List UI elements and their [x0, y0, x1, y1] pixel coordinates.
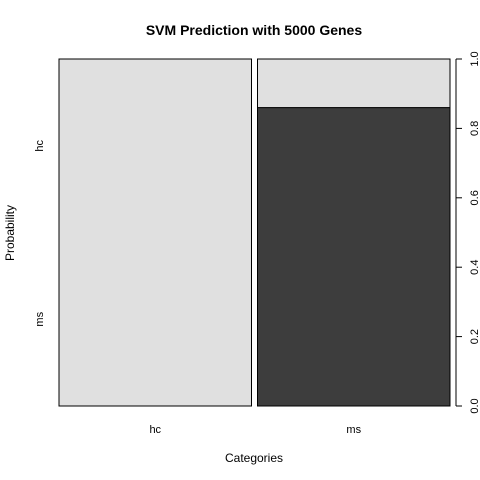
y-axis-label: Probability: [3, 205, 17, 261]
bars-group: [58, 58, 451, 407]
right-axis: 0.0 0.2 0.4 0.6 0.8 1.0: [455, 51, 480, 414]
right-axis-tick-label: 0.8: [469, 121, 480, 136]
y-level-labels: ms hc: [34, 139, 46, 326]
right-axis-tick-label: 0.2: [469, 329, 480, 344]
right-axis-tick-label: 0.6: [469, 190, 480, 205]
bar-segment-ms-hc: [257, 58, 451, 109]
bar-segment-hc-hc: [58, 58, 252, 407]
bar-segment-ms-ms: [257, 107, 451, 407]
chart-title: SVM Prediction with 5000 Genes: [146, 22, 363, 38]
right-axis-tick-label: 0.4: [469, 260, 480, 275]
x-axis-label: Categories: [225, 451, 283, 465]
y-level-label-ms: ms: [34, 311, 46, 326]
x-category-label-hc: hc: [149, 424, 161, 436]
x-category-labels: hc ms: [149, 424, 361, 436]
y-level-label-hc: hc: [34, 139, 46, 151]
right-axis-tick-label: 1.0: [469, 51, 480, 66]
right-axis-tick-label: 0.0: [469, 398, 480, 413]
x-category-label-ms: ms: [346, 424, 361, 436]
